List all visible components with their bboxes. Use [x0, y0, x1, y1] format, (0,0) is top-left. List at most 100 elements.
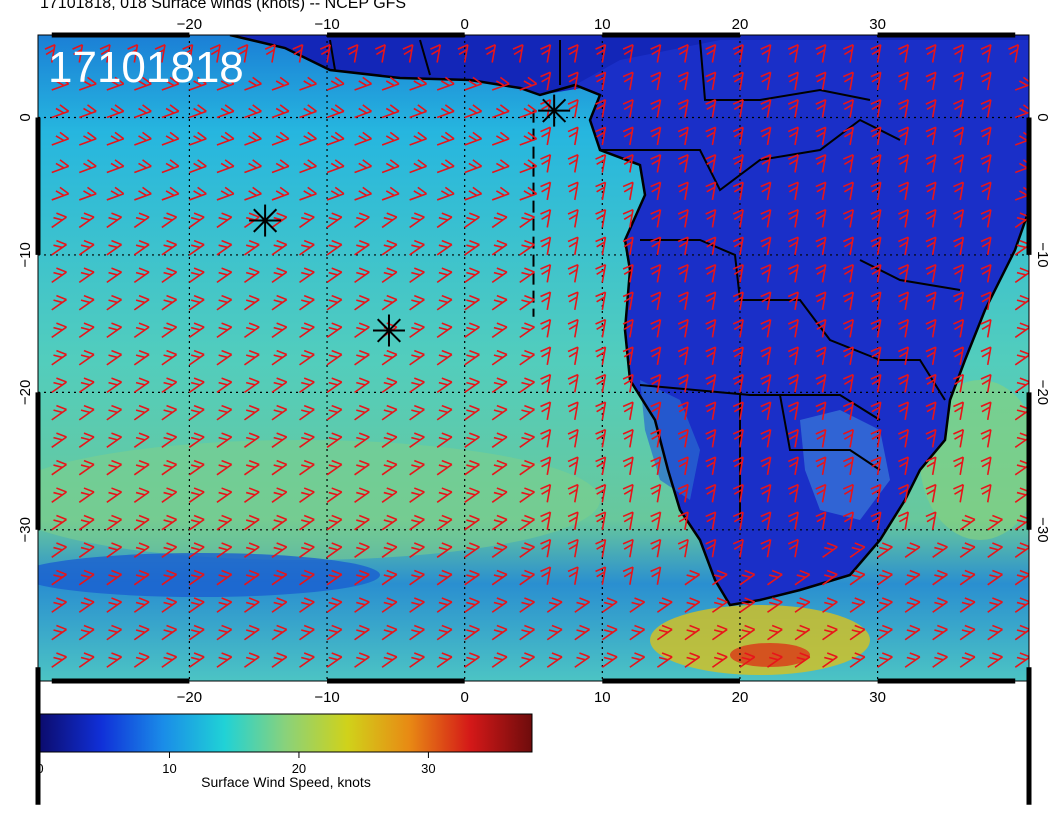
- wind-barb: [705, 71, 717, 91]
- wind-barb: [51, 322, 67, 339]
- barb-shape: [540, 346, 552, 366]
- barb-shape: [133, 597, 150, 613]
- barb-shape: [106, 349, 123, 366]
- wind-barb: [925, 511, 937, 530]
- barb-shape: [491, 404, 508, 421]
- barb-shape: [161, 459, 178, 476]
- barb-shape: [381, 159, 400, 174]
- barb-shape: [650, 511, 662, 530]
- wind-barb: [567, 511, 579, 530]
- barb-shape: [79, 76, 97, 91]
- barb-shape: [705, 263, 717, 283]
- barb-shape: [842, 291, 854, 311]
- barb-shape: [51, 624, 67, 641]
- wind-barb: [519, 76, 538, 91]
- barb-shape: [409, 76, 428, 91]
- barb-shape: [953, 318, 965, 338]
- barb-shape: [134, 159, 152, 174]
- wind-barb: [650, 483, 662, 503]
- wind-barb: [870, 263, 882, 283]
- barb-shape: [622, 456, 634, 475]
- wind-barb: [760, 373, 772, 393]
- barb-shape: [216, 267, 233, 284]
- wind-barb: [732, 511, 744, 530]
- wind-barb: [299, 404, 315, 421]
- barb-shape: [567, 208, 579, 228]
- wind-barb: [815, 483, 827, 503]
- wind-barb: [464, 514, 480, 531]
- wind-barb: [381, 652, 398, 668]
- barb-shape: [629, 652, 646, 668]
- barb-shape: [815, 373, 827, 393]
- barb-shape: [78, 404, 95, 421]
- wind-barb: [567, 346, 579, 366]
- wind-barb: [182, 44, 194, 63]
- barb-shape: [326, 569, 343, 586]
- barb-shape: [51, 404, 67, 421]
- wind-barb: [815, 126, 827, 146]
- wind-barb: [677, 291, 689, 311]
- barb-shape: [161, 267, 178, 284]
- wind-barb: [705, 538, 717, 558]
- wind-barb: [794, 597, 811, 613]
- barb-shape: [842, 71, 854, 91]
- wind-barb: [980, 181, 992, 201]
- barb-shape: [78, 569, 95, 586]
- barb-shape: [326, 322, 343, 339]
- wind-barb: [106, 487, 123, 503]
- barb-shape: [787, 428, 799, 448]
- wind-barb: [491, 322, 508, 339]
- barb-shape: [959, 652, 976, 668]
- barb-shape: [540, 126, 552, 146]
- barb-shape: [51, 104, 70, 119]
- wind-barb: [161, 542, 178, 558]
- barb-shape: [898, 511, 910, 530]
- barb-shape: [491, 294, 508, 311]
- barb-shape: [932, 597, 948, 613]
- wind-barb: [705, 153, 717, 173]
- barb-shape: [732, 71, 744, 91]
- wind-barb: [677, 318, 689, 338]
- barb-shape: [1014, 349, 1029, 366]
- wind-barb: [760, 318, 772, 338]
- barb-shape: [491, 487, 508, 503]
- wind-barb: [464, 459, 480, 476]
- barb-shape: [622, 538, 634, 558]
- barb-shape: [188, 597, 205, 613]
- barb-shape: [870, 428, 882, 448]
- barb-shape: [1014, 377, 1029, 394]
- wind-barb: [519, 624, 535, 641]
- barb-shape: [161, 104, 180, 119]
- barb-shape: [326, 294, 343, 311]
- wind-barb: [271, 432, 288, 448]
- wind-barb: [787, 181, 799, 201]
- barb-shape: [436, 104, 455, 119]
- barb-shape: [925, 373, 937, 393]
- barb-shape: [464, 487, 480, 503]
- barb-shape: [987, 652, 1003, 668]
- barb-shape: [381, 404, 398, 421]
- wind-barb: [595, 208, 607, 228]
- barb-shape: [464, 569, 480, 586]
- wind-barb: [842, 511, 854, 530]
- barb-shape: [326, 186, 345, 201]
- wind-barb: [326, 349, 343, 366]
- barb-shape: [567, 126, 579, 146]
- barb-shape: [216, 569, 233, 586]
- wind-barb: [243, 349, 260, 366]
- barb-shape: [540, 428, 552, 448]
- barb-shape: [870, 318, 882, 338]
- barb-shape: [959, 624, 976, 641]
- barb-shape: [464, 514, 480, 531]
- barb-shape: [925, 401, 937, 420]
- asterisk-marker: [372, 314, 405, 347]
- wind-barb: [540, 181, 552, 201]
- barb-shape: [106, 239, 123, 256]
- wind-barb: [243, 459, 260, 476]
- wind-barb: [491, 131, 510, 146]
- barb-shape: [436, 294, 453, 311]
- barb-shape: [760, 456, 772, 475]
- barb-shape: [622, 263, 634, 283]
- wind-barb: [519, 322, 535, 339]
- barb-shape: [436, 212, 453, 229]
